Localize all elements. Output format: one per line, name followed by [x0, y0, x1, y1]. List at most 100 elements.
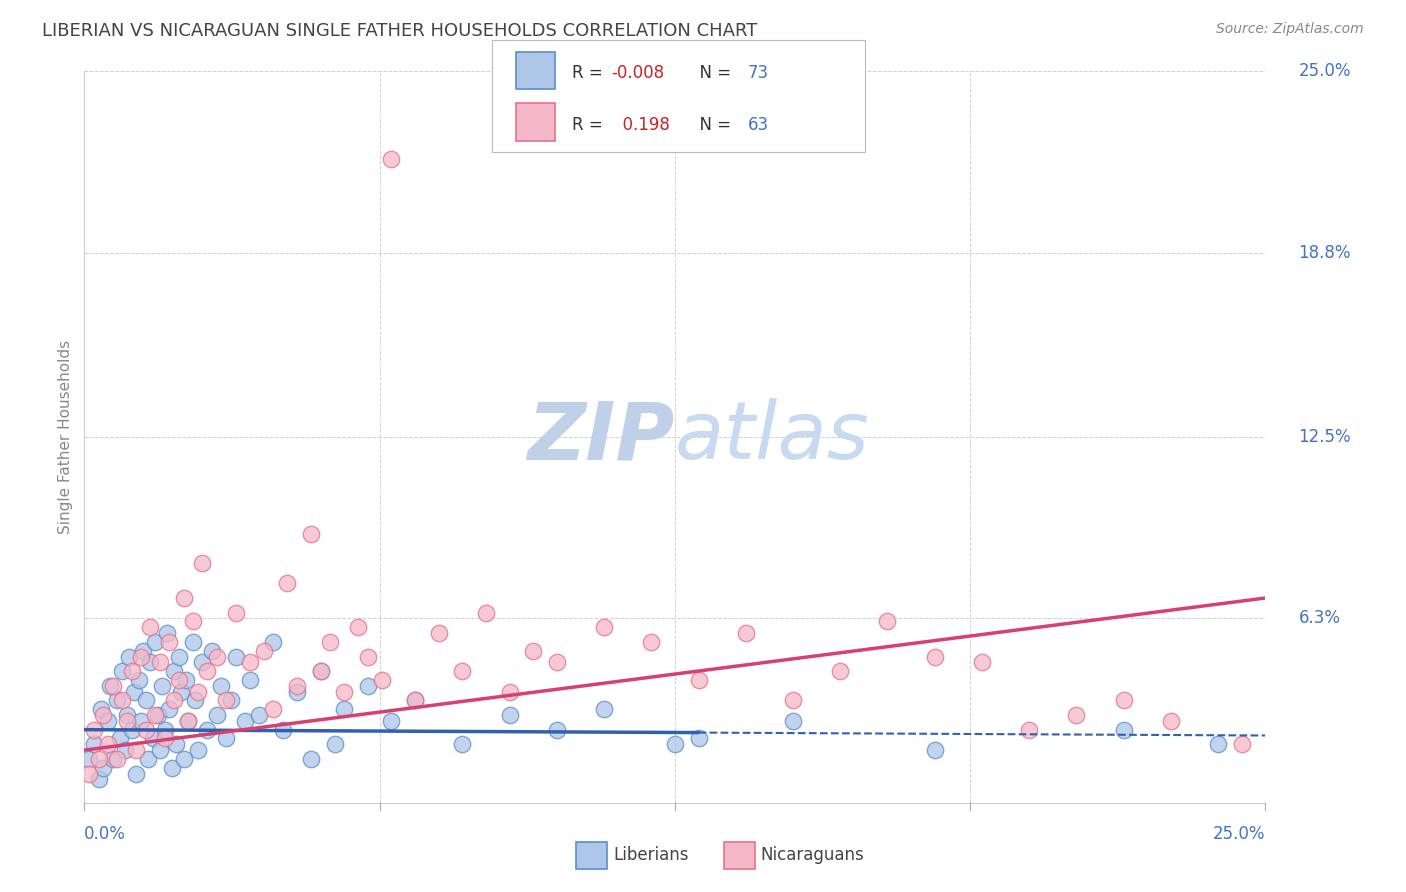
Point [87, 772, 110, 787]
Point [98, 679, 121, 693]
Point [924, 649, 946, 664]
Text: N =: N = [689, 64, 737, 82]
Point [546, 656, 568, 670]
Point [239, 656, 262, 670]
Point [205, 708, 228, 723]
Point [734, 626, 756, 640]
Text: 63: 63 [748, 116, 769, 134]
Point [404, 693, 426, 707]
Point [371, 673, 394, 687]
Point [640, 635, 662, 649]
Text: 0.0%: 0.0% [84, 825, 127, 843]
Point [173, 591, 195, 605]
Text: ZIP: ZIP [527, 398, 675, 476]
Point [156, 626, 179, 640]
Point [135, 723, 157, 737]
Point [285, 684, 308, 698]
Point [593, 620, 616, 634]
Point [121, 723, 143, 737]
Point [271, 723, 294, 737]
Text: 0.198: 0.198 [612, 116, 669, 134]
Point [177, 714, 200, 728]
Point [118, 649, 141, 664]
Point [225, 606, 247, 620]
Text: 73: 73 [748, 64, 769, 82]
Point [111, 664, 134, 678]
Point [121, 664, 143, 678]
Point [83, 723, 105, 737]
Point [475, 606, 498, 620]
Point [333, 684, 356, 698]
Text: 6.3%: 6.3% [1299, 609, 1340, 627]
Point [205, 649, 228, 664]
Point [150, 679, 173, 693]
Point [181, 635, 204, 649]
Text: Source: ZipAtlas.com: Source: ZipAtlas.com [1216, 22, 1364, 37]
Point [262, 702, 284, 716]
Point [143, 635, 166, 649]
Point [157, 635, 180, 649]
Point [174, 673, 197, 687]
Point [107, 752, 129, 766]
Point [427, 626, 450, 640]
Point [309, 664, 332, 678]
Point [253, 643, 276, 657]
Point [970, 656, 993, 670]
Point [195, 723, 218, 737]
Point [129, 714, 152, 728]
Point [187, 743, 209, 757]
Point [101, 679, 124, 693]
Text: LIBERIAN VS NICARAGUAN SINGLE FATHER HOUSEHOLDS CORRELATION CHART: LIBERIAN VS NICARAGUAN SINGLE FATHER HOU… [42, 22, 758, 40]
Point [153, 723, 176, 737]
Point [1112, 723, 1135, 737]
Point [90, 702, 112, 716]
Point [91, 708, 114, 723]
Point [323, 737, 346, 751]
Text: Liberians: Liberians [613, 847, 689, 864]
Point [111, 693, 134, 707]
Text: 18.8%: 18.8% [1299, 244, 1351, 261]
Text: R =: R = [572, 116, 609, 134]
Point [782, 693, 804, 707]
Point [276, 576, 298, 591]
Point [876, 615, 898, 629]
Point [285, 679, 308, 693]
Y-axis label: Single Father Households: Single Father Households [58, 340, 73, 534]
Point [77, 752, 100, 766]
Point [143, 708, 166, 723]
Point [233, 714, 256, 728]
Point [664, 737, 686, 751]
Point [1018, 723, 1040, 737]
Point [380, 152, 402, 166]
Point [114, 743, 136, 757]
Point [404, 693, 426, 707]
Point [83, 737, 105, 751]
Point [299, 526, 322, 541]
Point [1230, 737, 1253, 751]
Point [830, 664, 852, 678]
Point [498, 708, 520, 723]
Point [149, 743, 172, 757]
Point [380, 714, 402, 728]
Text: 25.0%: 25.0% [1213, 825, 1265, 843]
Point [87, 752, 110, 766]
Point [546, 723, 568, 737]
Text: R =: R = [572, 64, 609, 82]
Point [157, 702, 180, 716]
Point [498, 684, 520, 698]
Text: atlas: atlas [675, 398, 870, 476]
Point [319, 635, 342, 649]
Point [195, 664, 218, 678]
Point [451, 664, 474, 678]
Point [262, 635, 284, 649]
Point [1206, 737, 1229, 751]
Point [132, 643, 155, 657]
Point [184, 693, 207, 707]
Point [166, 737, 188, 751]
Point [1160, 714, 1182, 728]
Point [136, 752, 159, 766]
Point [191, 556, 214, 570]
Point [239, 673, 262, 687]
Point [149, 656, 172, 670]
Point [522, 643, 544, 657]
